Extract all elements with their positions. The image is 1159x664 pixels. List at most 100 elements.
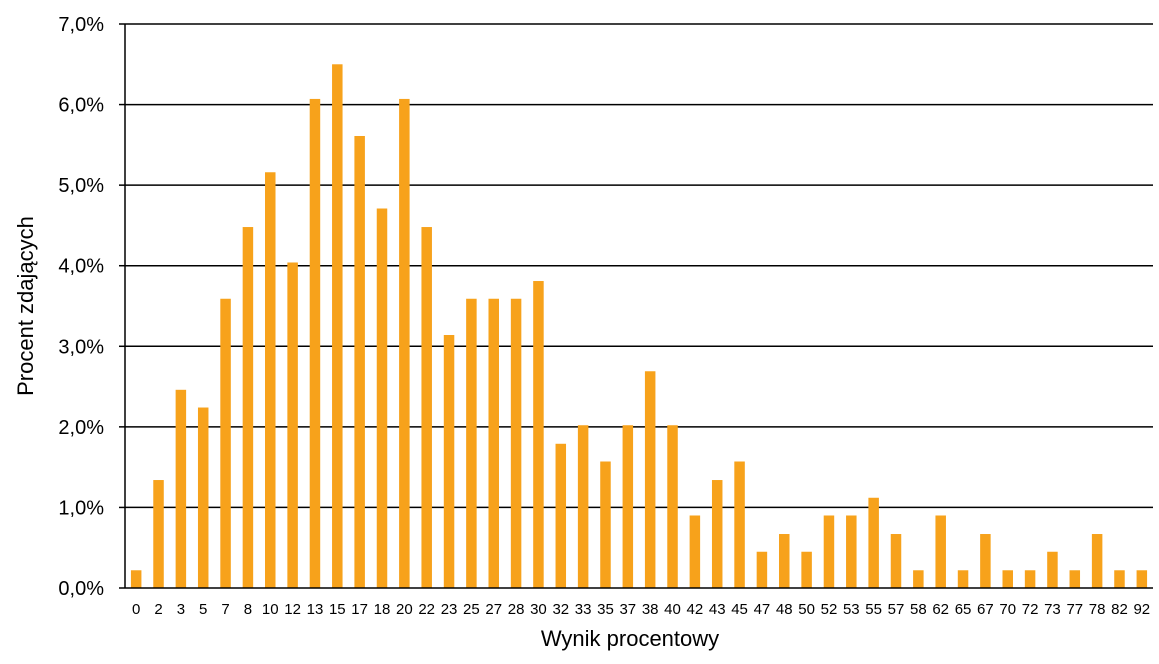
y-tick-label: 0,0% [58,578,104,600]
x-tick-label: 65 [955,601,972,618]
x-tick-labels: 0 2 3 5 7 8 10 12 13 15 17 18 20 22 23 25 27 28 30 32 33 35 37… [132,601,1150,618]
bar-52 [823,515,835,588]
axes [119,23,1153,589]
x-tick-label: 47 [754,601,771,618]
x-tick-label: 25 [463,601,480,618]
x-tick-label: 12 [284,601,301,618]
bar-40 [667,425,678,588]
x-tick-label: 82 [1111,601,1128,618]
bar-53 [846,515,857,588]
bar-58 [913,570,924,588]
bar-38 [644,371,656,588]
x-tick-label: 20 [396,601,413,618]
y-tick-label: 5,0% [58,175,104,197]
bar-12 [287,262,298,588]
x-tick-label: 37 [619,601,636,618]
x-tick-label: 70 [999,601,1016,618]
y-axis-title: Procent zdających [13,216,38,396]
bar-28 [510,298,522,588]
bar-32 [555,443,567,588]
bar-2 [153,480,164,588]
bar-48 [779,534,790,588]
x-tick-label: 8 [244,601,252,618]
bar-0 [130,570,142,588]
bar-42 [689,515,701,588]
bar-43 [711,480,723,588]
bar-47 [756,551,768,588]
x-tick-label: 40 [664,601,681,618]
bar-65 [957,570,969,588]
x-tick-label: 62 [932,601,949,618]
y-tick-labels: 0,0% 1,0% 2,0% 3,0% 4,0% 5,0% 6,0% 7,0% [58,14,104,600]
x-tick-label: 38 [642,601,659,618]
x-tick-label: 55 [865,601,882,618]
bar-50 [801,551,812,588]
x-tick-label: 57 [888,601,905,618]
y-tick-label: 3,0% [58,336,104,358]
x-tick-label: 17 [351,601,368,618]
x-tick-label: 48 [776,601,793,618]
bar-15 [332,64,343,589]
bar-3 [175,389,187,588]
x-tick-label: 2 [154,601,162,618]
x-tick-label: 28 [508,601,525,618]
bar-8 [242,227,254,589]
bar-92 [1136,570,1148,588]
bar-73 [1047,551,1058,588]
bar-67 [980,534,991,588]
x-tick-label: 52 [821,601,838,618]
x-tick-label: 92 [1133,601,1150,618]
bar-35 [600,461,611,588]
x-axis-title: Wynik procentowy [541,626,719,651]
x-tick-label: 42 [687,601,704,618]
x-tick-label: 10 [262,601,279,618]
bar-18 [376,208,388,588]
y-tick-label: 2,0% [58,417,104,439]
x-tick-label: 33 [575,601,592,618]
bar-33 [577,425,589,588]
bar-23 [443,335,455,588]
bars [130,64,1148,589]
x-tick-label: 43 [709,601,726,618]
bar-72 [1024,570,1036,588]
x-tick-label: 45 [731,601,748,618]
bar-57 [890,534,902,588]
bar-13 [309,98,321,588]
x-tick-label: 78 [1089,601,1106,618]
x-tick-label: 3 [177,601,185,618]
y-tick-label: 6,0% [58,95,104,117]
x-tick-label: 18 [374,601,391,618]
y-tick-label: 4,0% [58,256,104,278]
bar-30 [533,281,544,588]
bar-7 [220,298,231,588]
x-tick-label: 32 [552,601,569,618]
x-tick-label: 7 [221,601,229,618]
bar-20 [399,98,410,588]
bar-10 [265,172,276,588]
bar-55 [868,497,879,588]
x-tick-label: 15 [329,601,346,618]
bar-45 [734,461,745,588]
x-tick-label: 5 [199,601,207,618]
y-tick-label: 1,0% [58,497,104,519]
x-tick-label: 53 [843,601,860,618]
gridlines [125,23,1153,509]
bar-77 [1069,570,1081,588]
bar-25 [466,298,477,588]
bar-62 [935,515,946,588]
x-tick-label: 58 [910,601,927,618]
x-tick-label: 22 [418,601,435,618]
y-tick-label: 7,0% [58,14,104,36]
bar-27 [488,298,499,588]
x-tick-label: 50 [798,601,815,618]
x-tick-label: 35 [597,601,614,618]
x-tick-label: 30 [530,601,547,618]
x-tick-label: 72 [1022,601,1039,618]
bar-5 [197,407,209,588]
x-tick-label: 67 [977,601,994,618]
bar-70 [1002,570,1013,588]
x-tick-label: 13 [307,601,324,618]
x-tick-label: 0 [132,601,140,618]
